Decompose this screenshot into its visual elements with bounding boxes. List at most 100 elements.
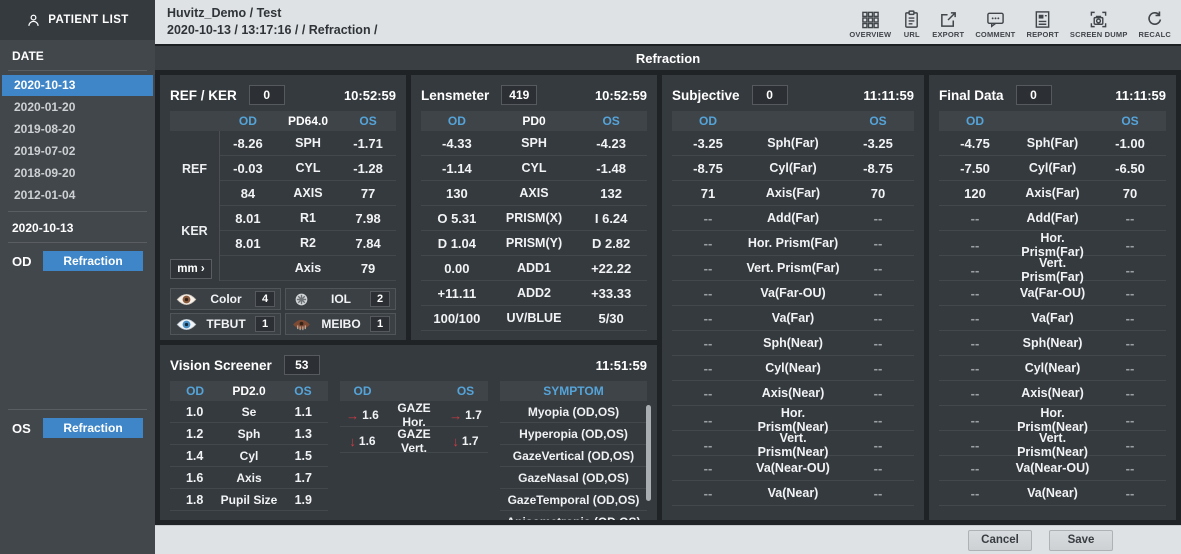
vision-column-headers: OD PD2.0 OS — [170, 381, 328, 401]
date-item[interactable]: 2019-07-02 — [14, 144, 76, 158]
count-badge: 1 — [370, 316, 390, 332]
os-value: 1.7 — [465, 408, 482, 422]
od-value: 0.00 — [444, 260, 470, 276]
ref-group-label: REF — [182, 161, 207, 176]
row-label: Va(Near) — [1027, 486, 1078, 500]
od-refraction-button[interactable]: Refraction — [43, 251, 143, 271]
od-value: -- — [703, 310, 713, 326]
refker-count-badge: 0 — [248, 85, 285, 105]
cancel-button[interactable]: Cancel — [968, 529, 1032, 551]
row-label: Va(Near) — [767, 486, 819, 500]
lensmeter-row: 0.00 ADD1 +22.22 — [421, 256, 647, 281]
mm-unit-button[interactable]: mm › — [170, 258, 212, 279]
subjective-row: -- Va(Near-OU) -- — [672, 456, 914, 481]
os-value: -- — [873, 437, 883, 453]
save-button[interactable]: Save — [1049, 529, 1113, 551]
final-data-row: -4.75 Sph(Far) -1.00 — [939, 131, 1166, 156]
vision-screener-panel: Vision Screener 53 11:51:59 OD PD2.0 OS — [160, 345, 657, 520]
tfbut-button[interactable]: TFBUT 1 — [170, 313, 281, 335]
recalc-button[interactable]: RECALC — [1139, 10, 1171, 39]
row-label: Hor. Prism(Far) — [1021, 231, 1084, 259]
os-label: OS — [12, 420, 31, 436]
od-value: 1.6 — [358, 434, 376, 448]
meibo-eye-icon — [293, 319, 310, 330]
symptom-item: Anisometropia (OD,OS) — [500, 511, 647, 520]
date-item[interactable]: 2012-01-04 — [14, 188, 76, 202]
od-value: -- — [970, 460, 980, 476]
meibo-button[interactable]: MEIBO 1 — [285, 313, 396, 335]
row-label: Axis(Near) — [1021, 386, 1084, 400]
button-label: MEIBO — [321, 317, 361, 331]
os-value: -1.48 — [596, 160, 626, 176]
os-value: D 2.82 — [591, 235, 631, 251]
od-column-header: OD — [966, 114, 984, 128]
od-value: 100/100 — [433, 310, 481, 326]
tool-label: RECALC — [1138, 30, 1171, 39]
os-value: 1.5 — [294, 448, 312, 463]
os-value: 5/30 — [598, 310, 624, 326]
iol-button[interactable]: IOL 2 — [285, 288, 396, 310]
os-value: -- — [873, 485, 883, 501]
url-button[interactable]: URL — [902, 10, 921, 39]
vision-screener-time: 11:51:59 — [595, 357, 647, 373]
exam-shortcut-buttons: Color 4 IOL 2 TFBUT 1 — [170, 288, 396, 335]
gaze-direction-icon: → — [449, 407, 463, 423]
date-item[interactable]: 2020-01-20 — [14, 100, 76, 114]
os-value: -- — [1125, 237, 1135, 253]
row-label: Cyl(Near) — [1024, 361, 1081, 375]
lensmeter-row: 100/100 UV/BLUE 5/30 — [421, 306, 647, 331]
od-column-header: OD — [186, 384, 205, 398]
overview-button[interactable]: OVERVIEW — [849, 10, 891, 39]
row-label: Axis(Far) — [765, 186, 821, 200]
os-value: -- — [1125, 385, 1135, 401]
button-label: TFBUT — [206, 317, 246, 331]
date-item[interactable]: 2020-10-13 — [2, 75, 153, 96]
export-button[interactable]: EXPORT — [932, 10, 964, 39]
od-value: -- — [703, 385, 713, 401]
os-value: -- — [873, 285, 883, 301]
od-value: -- — [970, 412, 980, 428]
subjective-panel: Subjective 0 11:11:59 OD OS -3.25 Sph(Fa… — [662, 75, 924, 520]
report-button[interactable]: REPORT — [1026, 10, 1059, 39]
os-value: 77 — [360, 185, 376, 201]
screen-dump-button[interactable]: SCREEN DUMP — [1070, 10, 1128, 39]
os-value: 1.3 — [294, 426, 312, 441]
lensmeter-panel: Lensmeter 419 10:52:59 OD PD0 OS -4.33 — [411, 75, 657, 340]
vision-row: 1.8 Pupil Size 1.9 — [170, 489, 328, 511]
pd-column-header: PD0 — [522, 114, 546, 128]
os-value: 7.84 — [355, 235, 381, 251]
patient-list-header[interactable]: PATIENT LIST — [0, 0, 155, 40]
count-badge: 4 — [255, 291, 275, 307]
vision-row: 1.6 Axis 1.7 — [170, 467, 328, 489]
row-label: R2 — [300, 236, 316, 250]
os-value: 70 — [870, 185, 886, 201]
gaze-table: OD OS → 1.6 GAZE Hor. → 1.7 — [340, 381, 488, 520]
row-label: Hor. Prism(Near) — [1017, 406, 1088, 434]
clipboard-icon — [905, 10, 919, 28]
os-value: 70 — [1122, 185, 1138, 201]
od-value: -- — [703, 235, 713, 251]
subjective-title: Subjective — [672, 87, 740, 103]
row-label: Vert. Prism(Far) — [1021, 256, 1084, 284]
pd-column-header: PD64.0 — [287, 114, 328, 128]
color-button[interactable]: Color 4 — [170, 288, 281, 310]
date-item[interactable]: 2019-08-20 — [14, 122, 76, 136]
symptom-scrollbar[interactable] — [646, 405, 651, 501]
subjective-rows: -3.25 Sph(Far) -3.25 -8.75 Cyl(Far) -8.7… — [672, 131, 914, 506]
os-value: -- — [873, 360, 883, 376]
lensmeter-time: 10:52:59 — [594, 87, 647, 103]
os-value: -- — [1125, 485, 1135, 501]
od-value: -- — [970, 437, 980, 453]
os-value: 79 — [360, 260, 376, 276]
camera-icon — [1090, 11, 1107, 28]
final-data-row: -- Axis(Near) -- — [939, 381, 1166, 406]
gaze-row: ↓ 1.6 GAZE Vert. ↓ 1.7 — [340, 427, 488, 455]
od-column-header: OD — [447, 114, 466, 128]
row-label: Va(Far) — [1031, 311, 1074, 325]
os-refraction-button[interactable]: Refraction — [43, 418, 143, 438]
comment-button[interactable]: COMMENT — [975, 10, 1015, 39]
od-value: -- — [703, 335, 713, 351]
row-label: R1 — [300, 211, 316, 225]
divider — [8, 242, 147, 243]
date-item[interactable]: 2018-09-20 — [14, 166, 76, 180]
